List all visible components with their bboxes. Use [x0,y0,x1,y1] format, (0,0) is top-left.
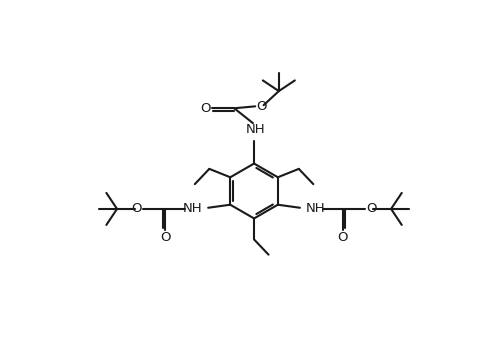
Text: NH: NH [183,203,203,215]
Text: NH: NH [306,203,325,215]
Text: O: O [256,100,267,113]
Text: O: O [366,203,376,215]
Text: O: O [338,231,348,244]
Text: O: O [200,102,211,115]
Text: NH: NH [246,123,265,136]
Text: O: O [132,203,142,215]
Text: O: O [160,231,171,244]
